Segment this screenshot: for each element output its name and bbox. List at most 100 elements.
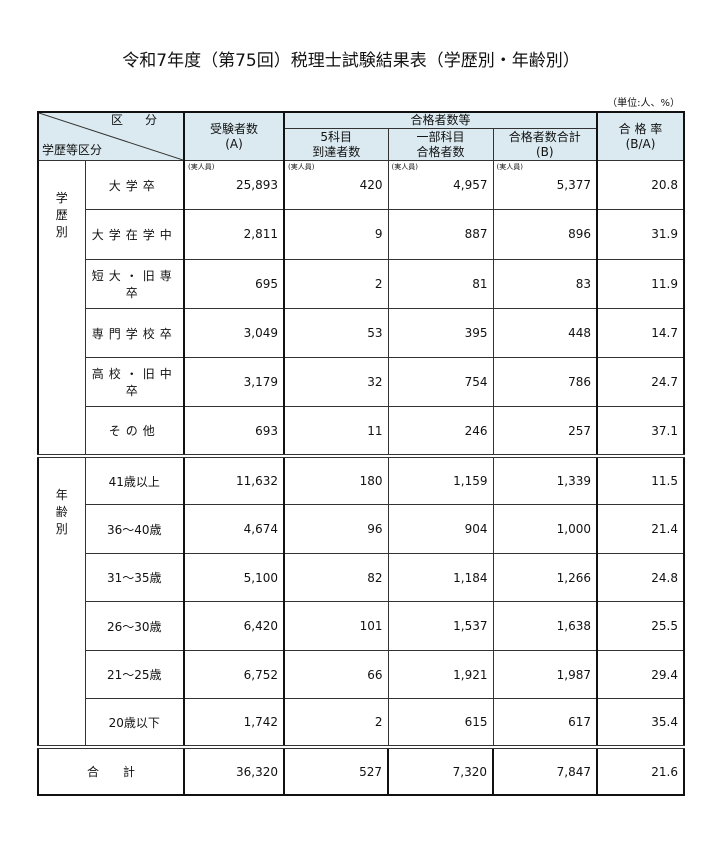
kubun-label: 区分 [110, 113, 179, 127]
value-cell: 29.4 [596, 649, 685, 700]
value: 6,752 [243, 667, 278, 682]
value: 904 [464, 522, 488, 537]
rate-header: 合 格 率 (B/A) [596, 111, 685, 161]
value: 257 [568, 423, 591, 438]
value: 1,987 [556, 667, 591, 682]
value: 9 [374, 227, 383, 242]
table-row: 専門学校卒 3,049 53 395 448 14.7 [38, 307, 685, 359]
table-row: 高校・旧中卒 3,179 32 754 786 24.7 [38, 357, 685, 408]
table-row: 31～35歳 5,100 82 1,184 1,266 24.8 [38, 552, 685, 603]
value-cell: 786 [492, 357, 598, 408]
value-cell: 25.5 [596, 601, 685, 651]
group-char: 学 [55, 191, 68, 205]
row-label: 大学卒 [84, 159, 185, 211]
value-cell: 1,638 [492, 601, 598, 651]
partial-header: 一部科目 合格者数 [387, 128, 494, 161]
value-cell: 1,159 [387, 454, 494, 506]
value-cell: 2 [283, 258, 389, 309]
partial-label-1: 一部科目 [416, 129, 465, 144]
value-cell: 83 [492, 258, 598, 309]
row-label: 20歳以下 [84, 698, 185, 748]
group-char: 齢 [55, 505, 68, 520]
value-cell: 180 [283, 454, 389, 506]
table-row: 学歴別大学卒 (実人員) 25,893 (実人員) 420 (実人員) 4,957 (実人員)… [37, 159, 685, 457]
row-label: 高校・旧中卒 [84, 357, 185, 408]
value-cell: 96 [283, 504, 389, 554]
value-cell: 1,266 [492, 552, 598, 603]
value: 35.4 [651, 715, 678, 730]
value: 1,638 [556, 619, 591, 634]
value-cell: 1,742 [183, 698, 285, 748]
value: 4,674 [243, 522, 278, 537]
value-cell: 395 [387, 307, 494, 359]
value-cell: 32 [283, 357, 389, 408]
row-label: 26～30歳 [84, 601, 185, 651]
value-cell: 246 [387, 406, 494, 457]
value-cell: 896 [492, 209, 598, 260]
value-cell: (実人員) 420 [283, 159, 389, 211]
value-cell: 1,987 [492, 649, 598, 700]
total-pass-label-1: 合格者数合計 [508, 129, 581, 144]
value-cell: 6,752 [183, 649, 285, 700]
value: 695 [255, 276, 278, 291]
value-cell: 24.7 [596, 357, 685, 408]
total-pass-header: 合格者数合計 (B) [492, 128, 598, 161]
value: 31.9 [651, 227, 678, 242]
value: 53 [367, 326, 383, 341]
value: 32 [367, 375, 383, 390]
value: 1,266 [556, 570, 591, 585]
corner-header: 区分 学歴等区分 [37, 111, 185, 161]
value-cell: 21.4 [596, 504, 685, 554]
total-pass-label-2: (B) [535, 144, 554, 159]
age-group-label: 年齢別 [37, 454, 86, 748]
row-label: 36～40歳 [84, 504, 185, 554]
row-label: 41歳以上 [84, 454, 185, 506]
value: 5,100 [243, 570, 278, 585]
value: 101 [359, 619, 383, 634]
value-cell: 24.8 [596, 552, 685, 603]
education-group-label: 学歴別 [37, 160, 86, 457]
value: 81 [472, 276, 488, 291]
value-cell: 3,049 [183, 307, 285, 359]
value: 180 [359, 474, 383, 489]
actual-count-label: (実人員) [496, 163, 523, 171]
five-subjects-header: 5科目 到達者数 [283, 128, 389, 161]
actual-count-label: (実人員) [188, 163, 215, 171]
value: 25.5 [651, 619, 678, 634]
value-cell: 1,537 [387, 601, 494, 651]
value-cell: 3,179 [183, 357, 285, 408]
value-cell: 5,100 [183, 552, 285, 603]
value: 37.1 [651, 423, 678, 438]
value: 1,742 [243, 715, 278, 730]
value: 1,339 [556, 474, 591, 489]
table-row: 21～25歳 6,752 66 1,921 1,987 29.4 [38, 649, 685, 700]
total-value: 527 [283, 745, 389, 796]
value: 896 [568, 227, 591, 242]
row-header-label: 学歴等区分 [42, 143, 103, 157]
value-cell: 31.9 [596, 209, 685, 260]
value-cell: (実人員) 5,377 [492, 159, 598, 211]
table-row: その他 693 11 246 257 37.1 [38, 406, 685, 457]
group-char: 別 [55, 522, 68, 537]
group-char: 歴 [55, 208, 68, 222]
value: 3,179 [243, 375, 278, 390]
five-subjects-label-2: 到達者数 [312, 144, 361, 159]
group-char: 別 [55, 225, 68, 239]
value: 693 [255, 423, 278, 438]
value-cell: 6,420 [183, 601, 285, 651]
value-cell: 37.1 [596, 406, 685, 457]
value-cell: 1,339 [492, 454, 598, 506]
partial-label-2: 合格者数 [416, 144, 465, 159]
value: 20.8 [651, 178, 678, 193]
actual-count-label: (実人員) [391, 163, 418, 171]
value: 11.9 [651, 276, 678, 291]
diagonal-divider [39, 113, 183, 160]
value: 3,049 [243, 326, 278, 341]
value: 25,893 [236, 178, 278, 193]
value-cell: 617 [492, 698, 598, 748]
value-cell: 2,811 [183, 209, 285, 260]
unit-note: （単位:人、%） [607, 98, 680, 109]
value: 14.7 [651, 326, 678, 341]
value: 2 [374, 715, 383, 730]
row-label: その他 [84, 406, 185, 457]
